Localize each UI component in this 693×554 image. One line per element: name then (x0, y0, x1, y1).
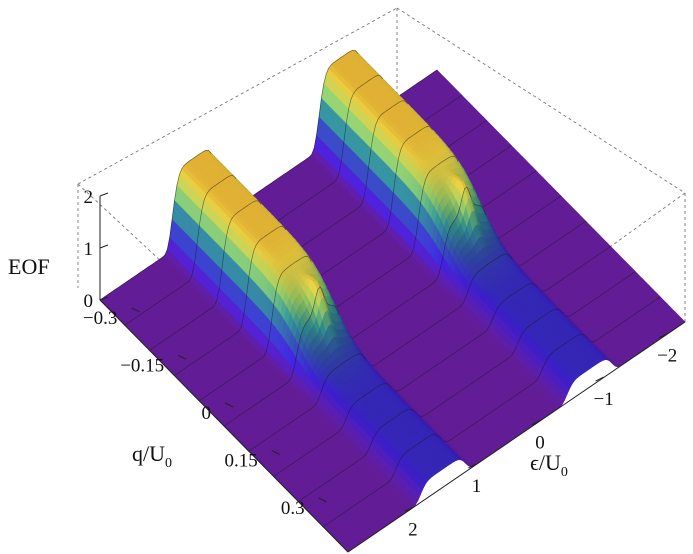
surface (100, 50, 685, 552)
